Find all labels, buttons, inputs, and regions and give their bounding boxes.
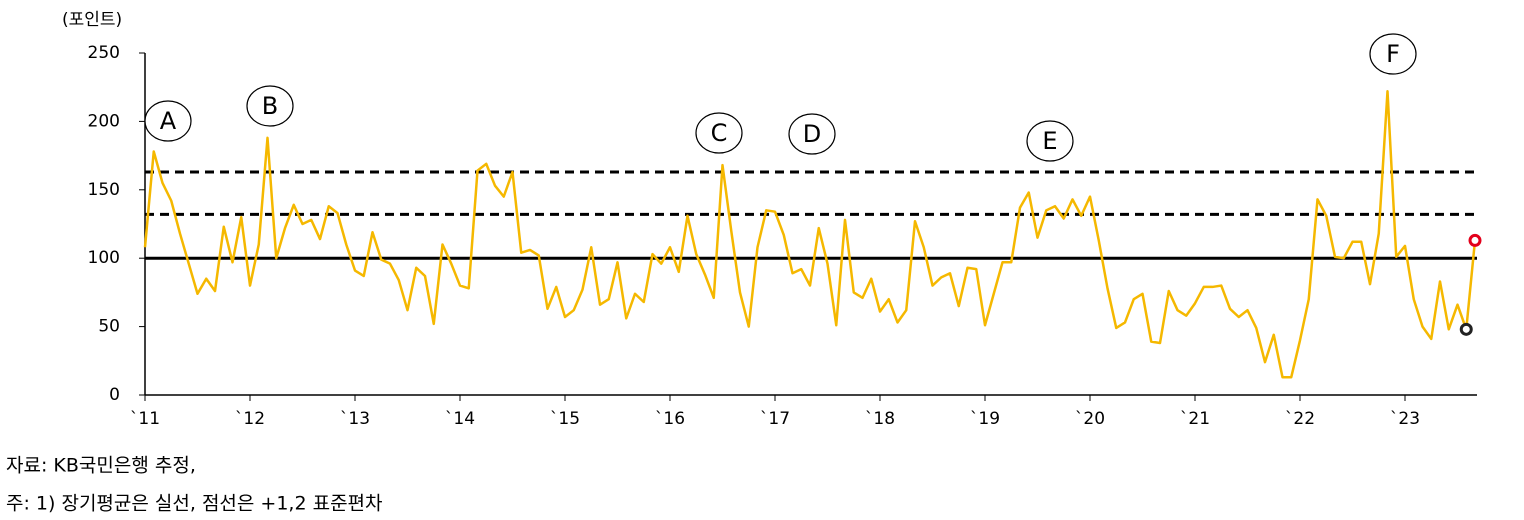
x-tick-label: `12 bbox=[235, 409, 265, 429]
annotation-circle bbox=[788, 113, 836, 155]
y-tick-label: 150 bbox=[88, 180, 120, 200]
y-tick-label: 100 bbox=[88, 248, 120, 268]
source-note: 자료: KB국민은행 추정, bbox=[6, 455, 196, 477]
x-tick-label: `13 bbox=[340, 409, 370, 429]
annotation-label: A bbox=[160, 107, 177, 135]
x-tick-label: `22 bbox=[1285, 409, 1315, 429]
y-axis-label: (포인트) bbox=[62, 10, 122, 30]
x-tick-label: `15 bbox=[550, 409, 580, 429]
x-tick-label: `16 bbox=[655, 409, 685, 429]
y-tick-label: 200 bbox=[88, 111, 120, 131]
annotation-circle bbox=[1026, 120, 1074, 162]
x-tick-label: `23 bbox=[1390, 409, 1420, 429]
x-tick-label: `20 bbox=[1075, 409, 1105, 429]
data-line bbox=[143, 90, 1477, 379]
y-tick-label: 50 bbox=[98, 317, 120, 337]
x-tick-label: `18 bbox=[865, 409, 895, 429]
annotation-label: C bbox=[711, 119, 728, 147]
annotation-circle bbox=[246, 85, 294, 127]
x-tick-label: `14 bbox=[445, 409, 475, 429]
footnote: 주: 1) 장기평균은 실선, 점선은 +1,2 표준편차 bbox=[6, 493, 383, 515]
x-tick-label: `11 bbox=[130, 409, 160, 429]
x-tick-label: `19 bbox=[970, 409, 1000, 429]
y-tick-label: 250 bbox=[88, 43, 120, 63]
annotation-label: D bbox=[803, 120, 821, 148]
annotation-circle bbox=[695, 112, 743, 154]
annotation-label: F bbox=[1386, 40, 1400, 68]
x-tick-label: `17 bbox=[760, 409, 790, 429]
y-tick-label: 0 bbox=[109, 385, 120, 405]
annotation-circle bbox=[1369, 33, 1417, 75]
annotation-label: E bbox=[1042, 127, 1057, 155]
annotation-circle bbox=[144, 100, 192, 142]
highlight-marker bbox=[1468, 233, 1482, 247]
annotation-label: B bbox=[262, 92, 278, 120]
highlight-marker bbox=[1459, 322, 1473, 336]
x-tick-label: `21 bbox=[1180, 409, 1210, 429]
